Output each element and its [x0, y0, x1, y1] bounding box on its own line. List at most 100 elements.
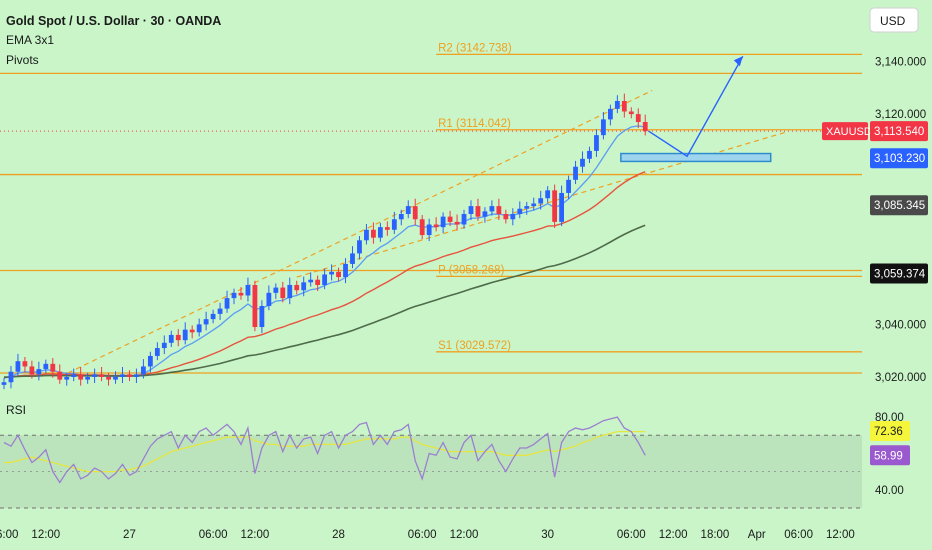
levels-layer: R2 (3142.738) R1 (3114.042) P (3058.268) S1…	[0, 42, 862, 374]
candle-body	[461, 214, 467, 225]
pivot-label: S1 (3029.572)	[438, 340, 511, 352]
candle	[106, 372, 111, 386]
candle-body	[203, 319, 209, 325]
price-axis-label: 3,120.000	[875, 109, 926, 121]
candle	[510, 208, 516, 226]
candle-body	[301, 282, 307, 291]
candle-body	[161, 342, 167, 349]
candle-body	[496, 206, 502, 214]
indicator-ema-label[interactable]: EMA 3x1	[6, 33, 54, 47]
candle	[384, 221, 390, 236]
projection-layer	[620, 55, 772, 163]
time-axis-label: 27	[123, 529, 136, 541]
candle	[489, 200, 495, 216]
candle-body	[85, 376, 91, 380]
candle-body	[113, 376, 118, 380]
rsi-pane-title[interactable]: RSI	[6, 403, 26, 417]
price-tag	[870, 148, 928, 169]
symbol-tag	[822, 122, 868, 141]
candle	[447, 210, 453, 227]
candle-body	[559, 192, 564, 222]
candle-body	[315, 279, 321, 285]
pivot-label: P (3058.268)	[438, 264, 504, 276]
candle-body	[391, 219, 397, 230]
candle	[161, 335, 167, 355]
candle-body	[524, 206, 530, 209]
price-tag	[870, 195, 928, 216]
candle	[217, 302, 223, 320]
price-tag-label: 3,059.374	[874, 268, 926, 280]
candle	[85, 372, 91, 384]
candle	[440, 212, 446, 234]
candle-body	[642, 122, 648, 132]
candle	[642, 114, 648, 136]
candle	[57, 364, 63, 384]
candle-body	[22, 361, 28, 367]
candle	[36, 361, 42, 381]
candle	[294, 280, 300, 295]
candle	[454, 214, 460, 231]
candle	[127, 370, 132, 382]
candle-body	[433, 224, 439, 228]
price-axis-label: 3,140.000	[875, 57, 926, 69]
candle	[336, 267, 341, 282]
time-axis-label: 12:00	[659, 529, 688, 541]
candle-body	[350, 253, 355, 264]
currency-button-label[interactable]: USD	[880, 14, 906, 28]
rsi-ma-line	[4, 430, 646, 473]
candle-body	[238, 292, 244, 296]
candle	[78, 366, 84, 386]
pivot-label: R2 (3142.738)	[438, 42, 512, 54]
candle	[266, 285, 272, 311]
candle	[496, 198, 502, 221]
candle	[398, 209, 404, 226]
candle-body	[601, 119, 606, 136]
candle-body	[364, 229, 369, 241]
candle	[43, 359, 49, 374]
candle-body	[189, 329, 195, 333]
candle	[621, 93, 627, 118]
price-axis-label: 3,020.000	[875, 372, 926, 384]
time-axis-label: 28	[332, 529, 345, 541]
candle	[545, 186, 551, 203]
candle-body	[510, 214, 516, 220]
candle-body	[280, 287, 286, 299]
candle	[120, 366, 125, 384]
candle	[71, 368, 77, 382]
candle-body	[552, 190, 558, 222]
candle-body	[50, 363, 56, 372]
candle	[587, 146, 592, 164]
candle	[15, 353, 21, 376]
candle	[231, 288, 237, 305]
candle-body	[475, 206, 481, 217]
candle	[517, 201, 523, 219]
indicator-pivots-label[interactable]: Pivots	[6, 53, 39, 67]
candle	[350, 246, 355, 269]
candle	[559, 185, 564, 227]
candle-body	[635, 114, 641, 122]
time-axis-label: 30	[541, 529, 554, 541]
candle-body	[587, 150, 592, 159]
candle-body	[92, 374, 98, 377]
candle	[552, 184, 558, 228]
candle	[322, 268, 328, 290]
candle	[607, 104, 613, 126]
price-tag	[870, 121, 928, 142]
currency-button[interactable]	[869, 7, 919, 33]
candle	[601, 112, 606, 140]
candle-body	[245, 284, 251, 296]
candle-body	[426, 224, 432, 236]
candle-body	[489, 206, 495, 212]
candle-body	[384, 227, 390, 230]
rsi-band	[0, 435, 862, 508]
candle	[426, 218, 432, 242]
candle-body	[231, 292, 237, 299]
candles-layer	[1, 93, 648, 390]
candle-body	[412, 206, 418, 220]
candle	[371, 222, 376, 244]
candle	[224, 290, 230, 313]
candle	[134, 368, 139, 384]
candle-body	[468, 206, 474, 214]
candle	[64, 372, 70, 386]
